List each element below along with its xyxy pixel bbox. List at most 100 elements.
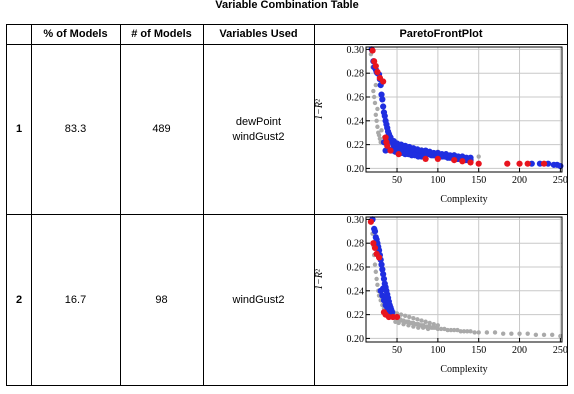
num-models-cell: 98 [155,294,168,306]
data-point [517,331,522,336]
x-tick-label: 50 [392,175,402,186]
data-point [379,128,384,133]
data-point [379,266,386,273]
data-point [374,118,379,124]
x-tick-label: 100 [430,175,445,186]
num-models-cell: 489 [152,123,171,135]
variables-cell: windGust2 [232,294,285,306]
data-point [452,327,457,333]
x-tick-label: 50 [392,345,402,356]
data-point [533,332,539,338]
data-point [381,112,388,120]
data-point [393,313,401,321]
data-point [422,155,429,163]
data-point [374,68,381,76]
x-tick-label: 200 [512,345,527,356]
data-point [540,160,548,167]
column-divider [203,25,204,385]
data-point [377,136,383,141]
data-point [411,315,416,321]
data-point [372,62,379,70]
data-point [382,293,389,300]
data-point [407,314,412,320]
data-point [367,218,374,225]
y-tick-label: 0.20 [347,334,365,345]
data-point [369,47,376,54]
plot-frame [365,46,563,173]
y-axis-label: 1−R² [314,98,325,120]
data-point [501,331,506,336]
data-point [406,323,411,328]
x-tick-label: 150 [471,175,486,186]
variable-combination-table: % of Models # of Models Variables Used P… [6,24,568,386]
x-axis-label: Complexity [440,364,487,375]
data-point [371,94,377,100]
data-point [431,321,436,327]
y-tick-label: 0.26 [347,93,365,104]
x-tick-label: 250 [553,345,567,356]
row-id: 1 [15,123,23,135]
data-point [380,78,387,85]
data-point [492,330,498,335]
data-point [445,327,450,333]
data-point [516,160,523,167]
pareto-front-plot: 50 100 150 200 250 0.20 0.22 0.24 0.26 0.28 0.30 Co… [314,215,567,375]
data-point [375,282,380,288]
row-divider [7,214,567,215]
data-point [461,329,467,334]
data-point [434,155,441,163]
data-point [373,269,378,274]
data-point [380,275,388,283]
data-point [370,240,377,247]
data-point [372,100,378,106]
data-point [378,261,385,268]
x-tick-label: 100 [430,345,445,356]
x-tick-label: 150 [471,345,486,356]
y-tick-label: 0.22 [347,310,365,321]
data-point [467,154,474,161]
data-point [375,254,383,261]
data-point [396,320,401,326]
data-point [403,313,408,319]
data-point [484,330,490,335]
data-point [387,147,394,154]
data-point [380,271,387,278]
header-divider [7,44,567,45]
data-point [372,262,378,267]
data-point [476,154,481,159]
data-point [371,88,376,94]
pareto-front-plot: 50 100 150 200 250 0.20 0.22 0.24 0.26 0.28 0.30 Co… [314,45,567,205]
data-point [541,332,547,338]
data-point [415,317,420,322]
data-point [401,321,406,327]
data-point [524,160,531,167]
data-point [448,327,454,333]
y-tick-label: 0.30 [347,215,365,226]
data-point [451,156,458,164]
column-divider [120,25,121,385]
column-divider [31,25,32,385]
pct-models-cell: 16.7 [64,294,87,306]
data-point [468,329,473,334]
y-tick-label: 0.26 [347,263,365,274]
data-point [416,325,421,330]
data-point [435,323,441,328]
data-point [384,142,391,149]
header-variables-used: Variables Used [219,28,298,40]
header-num-models: # of Models [131,28,192,40]
x-axis-label: Complexity [440,194,487,205]
data-point [427,320,432,326]
data-point [558,333,563,339]
data-point [435,326,441,332]
data-point [375,124,380,129]
data-point [476,330,481,335]
data-point [467,159,474,166]
data-point [376,132,382,138]
data-point [550,332,555,338]
y-tick-label: 0.30 [347,45,365,56]
data-point [459,158,466,165]
data-point [420,325,426,330]
data-point [373,112,378,118]
data-point [472,330,477,335]
x-tick-label: 250 [553,175,567,186]
